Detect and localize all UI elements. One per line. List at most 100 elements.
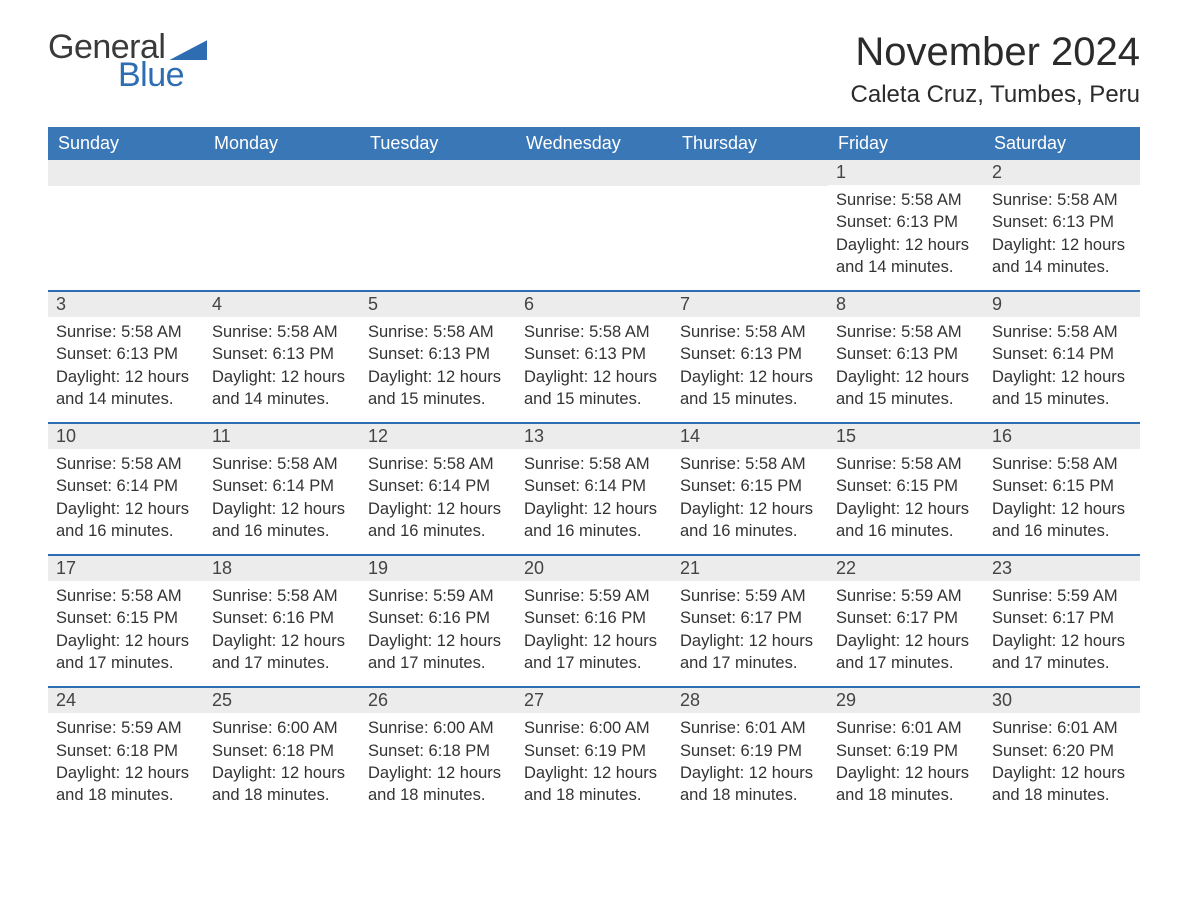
daylight-line: Daylight: 12 hours and 17 minutes. <box>212 630 352 675</box>
daylight-line: Daylight: 12 hours and 16 minutes. <box>368 498 508 543</box>
sunrise-line: Sunrise: 5:59 AM <box>56 717 196 739</box>
sunrise-line: Sunrise: 5:59 AM <box>680 585 820 607</box>
daylight-line: Daylight: 12 hours and 16 minutes. <box>524 498 664 543</box>
day-body: Sunrise: 5:58 AMSunset: 6:14 PMDaylight:… <box>516 449 672 554</box>
day-cell: 5Sunrise: 5:58 AMSunset: 6:13 PMDaylight… <box>360 292 516 422</box>
day-number: 3 <box>48 292 204 317</box>
day-number: 7 <box>672 292 828 317</box>
day-body: Sunrise: 6:01 AMSunset: 6:19 PMDaylight:… <box>828 713 984 818</box>
sunset-line: Sunset: 6:18 PM <box>212 740 352 762</box>
day-number: 18 <box>204 556 360 581</box>
day-cell: 18Sunrise: 5:58 AMSunset: 6:16 PMDayligh… <box>204 556 360 686</box>
day-body: Sunrise: 5:58 AMSunset: 6:13 PMDaylight:… <box>516 317 672 422</box>
daylight-line: Daylight: 12 hours and 18 minutes. <box>212 762 352 807</box>
daylight-line: Daylight: 12 hours and 18 minutes. <box>680 762 820 807</box>
daylight-line: Daylight: 12 hours and 15 minutes. <box>992 366 1132 411</box>
day-cell: 25Sunrise: 6:00 AMSunset: 6:18 PMDayligh… <box>204 688 360 818</box>
sunset-line: Sunset: 6:17 PM <box>836 607 976 629</box>
sunrise-line: Sunrise: 5:58 AM <box>212 321 352 343</box>
day-body: Sunrise: 5:58 AMSunset: 6:13 PMDaylight:… <box>204 317 360 422</box>
sunrise-line: Sunrise: 6:00 AM <box>524 717 664 739</box>
sunset-line: Sunset: 6:16 PM <box>368 607 508 629</box>
sunrise-line: Sunrise: 5:58 AM <box>992 321 1132 343</box>
day-header: Monday <box>204 127 360 160</box>
logo-word2: Blue <box>118 58 207 92</box>
sunset-line: Sunset: 6:15 PM <box>680 475 820 497</box>
day-cell: 28Sunrise: 6:01 AMSunset: 6:19 PMDayligh… <box>672 688 828 818</box>
day-number: 29 <box>828 688 984 713</box>
sunset-line: Sunset: 6:13 PM <box>212 343 352 365</box>
day-body: Sunrise: 6:00 AMSunset: 6:18 PMDaylight:… <box>360 713 516 818</box>
sunrise-line: Sunrise: 5:58 AM <box>368 321 508 343</box>
sunset-line: Sunset: 6:14 PM <box>992 343 1132 365</box>
daylight-line: Daylight: 12 hours and 17 minutes. <box>368 630 508 675</box>
day-body: Sunrise: 5:59 AMSunset: 6:18 PMDaylight:… <box>48 713 204 818</box>
sunrise-line: Sunrise: 5:58 AM <box>212 585 352 607</box>
day-body: Sunrise: 5:58 AMSunset: 6:13 PMDaylight:… <box>360 317 516 422</box>
day-body: Sunrise: 5:58 AMSunset: 6:13 PMDaylight:… <box>828 317 984 422</box>
day-cell: 6Sunrise: 5:58 AMSunset: 6:13 PMDaylight… <box>516 292 672 422</box>
day-cell: 17Sunrise: 5:58 AMSunset: 6:15 PMDayligh… <box>48 556 204 686</box>
day-number: 5 <box>360 292 516 317</box>
sunset-line: Sunset: 6:13 PM <box>56 343 196 365</box>
sunset-line: Sunset: 6:17 PM <box>992 607 1132 629</box>
daylight-line: Daylight: 12 hours and 15 minutes. <box>368 366 508 411</box>
sunrise-line: Sunrise: 5:58 AM <box>836 453 976 475</box>
day-number: 6 <box>516 292 672 317</box>
daylight-line: Daylight: 12 hours and 16 minutes. <box>56 498 196 543</box>
daylight-line: Daylight: 12 hours and 14 minutes. <box>212 366 352 411</box>
week-row: 10Sunrise: 5:58 AMSunset: 6:14 PMDayligh… <box>48 422 1140 554</box>
day-body: Sunrise: 5:58 AMSunset: 6:13 PMDaylight:… <box>828 185 984 290</box>
day-cell <box>516 160 672 290</box>
sunrise-line: Sunrise: 5:58 AM <box>56 585 196 607</box>
day-number: 19 <box>360 556 516 581</box>
sunrise-line: Sunrise: 6:00 AM <box>368 717 508 739</box>
sunrise-line: Sunrise: 5:58 AM <box>992 453 1132 475</box>
sunrise-line: Sunrise: 5:58 AM <box>836 321 976 343</box>
day-cell: 7Sunrise: 5:58 AMSunset: 6:13 PMDaylight… <box>672 292 828 422</box>
sunset-line: Sunset: 6:18 PM <box>56 740 196 762</box>
day-number: 23 <box>984 556 1140 581</box>
daylight-line: Daylight: 12 hours and 14 minutes. <box>992 234 1132 279</box>
day-cell <box>204 160 360 290</box>
sunset-line: Sunset: 6:13 PM <box>368 343 508 365</box>
day-cell: 2Sunrise: 5:58 AMSunset: 6:13 PMDaylight… <box>984 160 1140 290</box>
day-body: Sunrise: 5:58 AMSunset: 6:13 PMDaylight:… <box>672 317 828 422</box>
sunrise-line: Sunrise: 5:58 AM <box>524 453 664 475</box>
day-number: 13 <box>516 424 672 449</box>
sunrise-line: Sunrise: 5:58 AM <box>368 453 508 475</box>
day-body: Sunrise: 5:58 AMSunset: 6:16 PMDaylight:… <box>204 581 360 686</box>
sunrise-line: Sunrise: 5:58 AM <box>836 189 976 211</box>
day-cell: 26Sunrise: 6:00 AMSunset: 6:18 PMDayligh… <box>360 688 516 818</box>
calendar: SundayMondayTuesdayWednesdayThursdayFrid… <box>48 127 1140 818</box>
day-cell: 22Sunrise: 5:59 AMSunset: 6:17 PMDayligh… <box>828 556 984 686</box>
heading-block: November 2024 Caleta Cruz, Tumbes, Peru <box>851 30 1140 109</box>
day-number: 20 <box>516 556 672 581</box>
day-number <box>516 160 672 186</box>
daylight-line: Daylight: 12 hours and 17 minutes. <box>836 630 976 675</box>
day-cell: 10Sunrise: 5:58 AMSunset: 6:14 PMDayligh… <box>48 424 204 554</box>
daylight-line: Daylight: 12 hours and 15 minutes. <box>680 366 820 411</box>
location: Caleta Cruz, Tumbes, Peru <box>851 81 1140 109</box>
day-cell: 24Sunrise: 5:59 AMSunset: 6:18 PMDayligh… <box>48 688 204 818</box>
daylight-line: Daylight: 12 hours and 14 minutes. <box>836 234 976 279</box>
day-number: 24 <box>48 688 204 713</box>
day-header: Wednesday <box>516 127 672 160</box>
day-cell <box>48 160 204 290</box>
sunrise-line: Sunrise: 6:01 AM <box>992 717 1132 739</box>
day-number <box>204 160 360 186</box>
daylight-line: Daylight: 12 hours and 15 minutes. <box>524 366 664 411</box>
day-body: Sunrise: 5:58 AMSunset: 6:14 PMDaylight:… <box>984 317 1140 422</box>
sunrise-line: Sunrise: 5:59 AM <box>524 585 664 607</box>
sunrise-line: Sunrise: 5:58 AM <box>212 453 352 475</box>
day-body: Sunrise: 6:01 AMSunset: 6:20 PMDaylight:… <box>984 713 1140 818</box>
day-cell: 11Sunrise: 5:58 AMSunset: 6:14 PMDayligh… <box>204 424 360 554</box>
daylight-line: Daylight: 12 hours and 18 minutes. <box>368 762 508 807</box>
day-cell: 15Sunrise: 5:58 AMSunset: 6:15 PMDayligh… <box>828 424 984 554</box>
day-body: Sunrise: 5:58 AMSunset: 6:15 PMDaylight:… <box>984 449 1140 554</box>
day-number: 16 <box>984 424 1140 449</box>
sunrise-line: Sunrise: 5:59 AM <box>368 585 508 607</box>
day-cell: 4Sunrise: 5:58 AMSunset: 6:13 PMDaylight… <box>204 292 360 422</box>
day-number: 11 <box>204 424 360 449</box>
sunset-line: Sunset: 6:17 PM <box>680 607 820 629</box>
